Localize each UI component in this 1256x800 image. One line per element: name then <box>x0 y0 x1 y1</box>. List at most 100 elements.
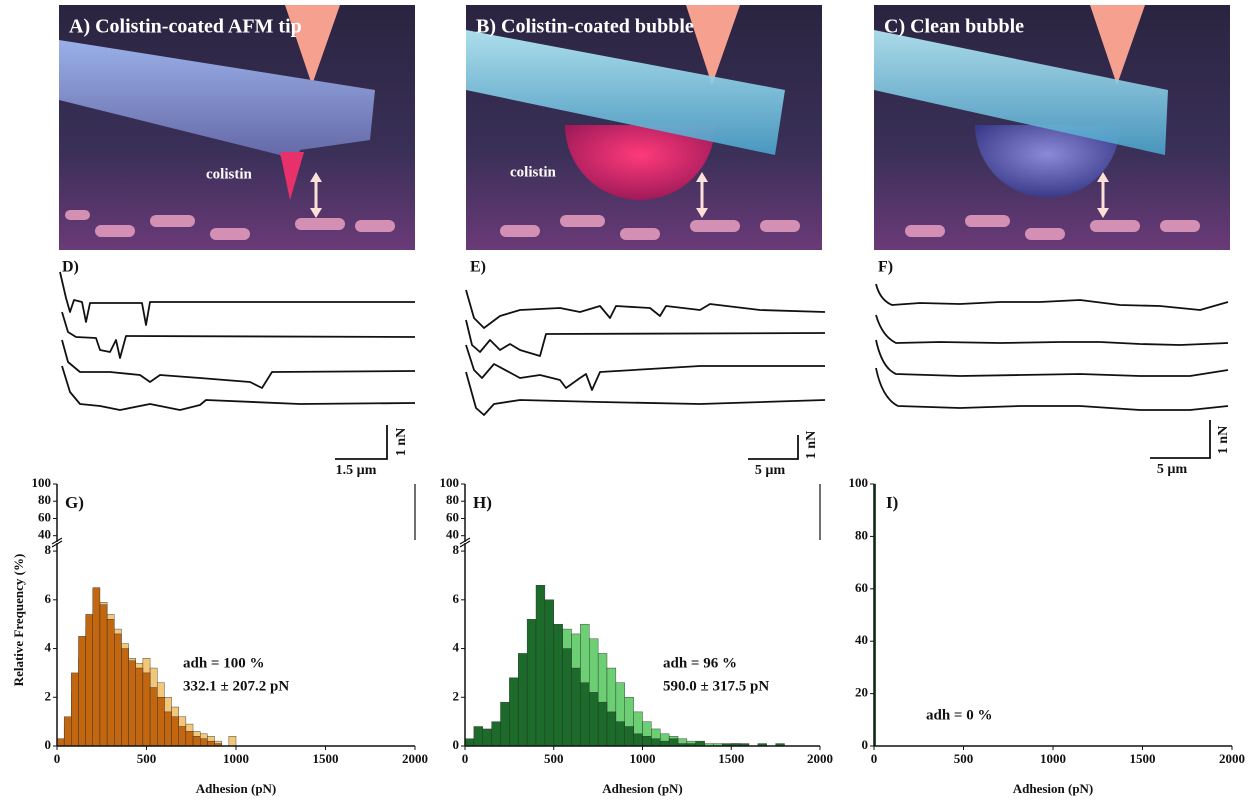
force-curves-e: E) 5 µm 1 nN <box>465 259 826 478</box>
illustration-title: A) Colistin-coated AFM tip <box>69 16 302 38</box>
illustration-a: A) Colistin-coated AFM tip colistin <box>59 5 415 250</box>
scale-x-label: 5 µm <box>1157 462 1188 477</box>
y-tick-label: 60 <box>446 509 459 524</box>
histogram-bar <box>199 738 208 747</box>
scale-bar <box>335 425 388 460</box>
illustration-title: B) Colistin-coated bubble <box>476 16 694 38</box>
x-tick-label: 500 <box>544 751 564 766</box>
annotation: adh = 100 % <box>183 655 264 671</box>
y-tick-label: 60 <box>38 509 51 524</box>
scale-y-label: 1 nN <box>1216 426 1231 454</box>
x-tick-label: 500 <box>954 751 974 766</box>
histogram-bar <box>464 738 475 747</box>
axis-break <box>459 540 471 548</box>
histogram-bar <box>606 711 617 747</box>
histogram-bar <box>149 687 158 747</box>
histogram-bar <box>526 619 537 747</box>
histogram-bar <box>192 736 201 747</box>
x-tick-label: 1500 <box>718 751 744 766</box>
y-tick-label: 0 <box>45 737 52 752</box>
histogram-bar <box>164 711 172 747</box>
y-tick-label: 2 <box>453 688 460 703</box>
y-tick-label: 80 <box>855 527 868 542</box>
illustration-annotation: colistin <box>510 164 556 180</box>
y-tick-label: 80 <box>38 492 51 507</box>
histogram-bar <box>56 738 65 747</box>
force-curve <box>875 283 1229 311</box>
histogram-bar <box>597 701 608 747</box>
histogram-bar <box>544 599 554 747</box>
histogram-bar <box>142 672 151 747</box>
histogram-bar <box>668 738 679 747</box>
histogram-bar <box>178 726 187 747</box>
force-curve <box>465 371 826 416</box>
y-tick-label: 4 <box>453 640 460 655</box>
y-tick-label: 20 <box>855 685 868 700</box>
histogram-bar <box>473 726 483 747</box>
scale-x-label: 1.5 µm <box>336 463 377 478</box>
y-tick-label: 80 <box>446 492 459 507</box>
force-curve <box>875 339 1229 377</box>
x-tick-label: 1000 <box>223 751 249 766</box>
histogram-bar <box>185 731 194 747</box>
y-tick-label: 2 <box>45 688 52 703</box>
force-curve <box>61 311 416 359</box>
histogram-bar <box>71 672 79 747</box>
histogram-bar <box>106 619 115 747</box>
y-tick-label: 100 <box>849 475 869 490</box>
x-tick-label: 0 <box>462 751 469 766</box>
annotation: adh = 0 % <box>926 707 992 723</box>
y-tick-label: 100 <box>32 475 52 490</box>
y-tick-label: 8 <box>45 542 52 557</box>
histogram-bar <box>633 733 643 747</box>
histogram-bar <box>228 736 237 747</box>
illustration-title: C) Clean bubble <box>884 16 1024 38</box>
x-axis-label: Adhesion (pN) <box>1013 781 1094 796</box>
histogram-bar <box>92 587 101 747</box>
histogram-bar <box>121 648 129 747</box>
y-tick-label: 6 <box>45 591 52 606</box>
annotation: adh = 96 % <box>663 655 737 671</box>
histogram-bar <box>114 633 122 747</box>
histogram-bar <box>63 716 72 747</box>
annotation: 332.1 ± 207.2 pN <box>183 678 289 694</box>
histogram-bar <box>571 667 581 747</box>
scale-y-label: 1 nN <box>804 431 819 459</box>
panel-label: G) <box>65 493 84 512</box>
histogram-bar <box>135 667 144 747</box>
x-tick-label: 1500 <box>313 751 339 766</box>
force-curve <box>61 339 416 389</box>
histogram-bar <box>580 682 590 747</box>
histogram-bar <box>589 692 599 747</box>
histogram-bar <box>491 721 501 747</box>
force-curve <box>61 365 416 411</box>
panel-label: E) <box>470 259 486 276</box>
x-tick-label: 0 <box>54 751 61 766</box>
panel-label: I) <box>886 493 898 512</box>
y-tick-label: 4 <box>45 640 52 655</box>
x-tick-label: 0 <box>871 751 878 766</box>
force-curves-d: D) 1.5 µm 1 nN <box>59 259 416 478</box>
force-curve <box>875 314 1229 346</box>
y-tick-label: 6 <box>453 591 460 606</box>
y-axis-label: Relative Frequency (%) <box>11 554 26 687</box>
histogram-bar <box>535 585 546 747</box>
x-tick-label: 500 <box>137 751 157 766</box>
histogram-bar <box>78 636 86 747</box>
y-tick-label: 40 <box>855 632 868 647</box>
force-curve <box>59 271 415 326</box>
histogram-bar <box>651 738 661 747</box>
histogram-bar <box>642 736 652 747</box>
y-tick-label: 40 <box>446 527 459 542</box>
force-curves-f: F) 5 µm 1 nN <box>875 259 1231 477</box>
y-tick-label: 8 <box>453 542 460 557</box>
scale-y-label: 1 nN <box>394 428 409 456</box>
x-tick-label: 2000 <box>1219 751 1245 766</box>
y-tick-label: 60 <box>855 580 868 595</box>
force-curve <box>875 367 1229 411</box>
illustration-c: C) Clean bubble <box>874 5 1230 250</box>
histogram-bar <box>553 623 563 747</box>
y-tick-label: 0 <box>453 737 460 752</box>
illustration-b: B) Colistin-coated bubble colistin <box>466 5 822 250</box>
